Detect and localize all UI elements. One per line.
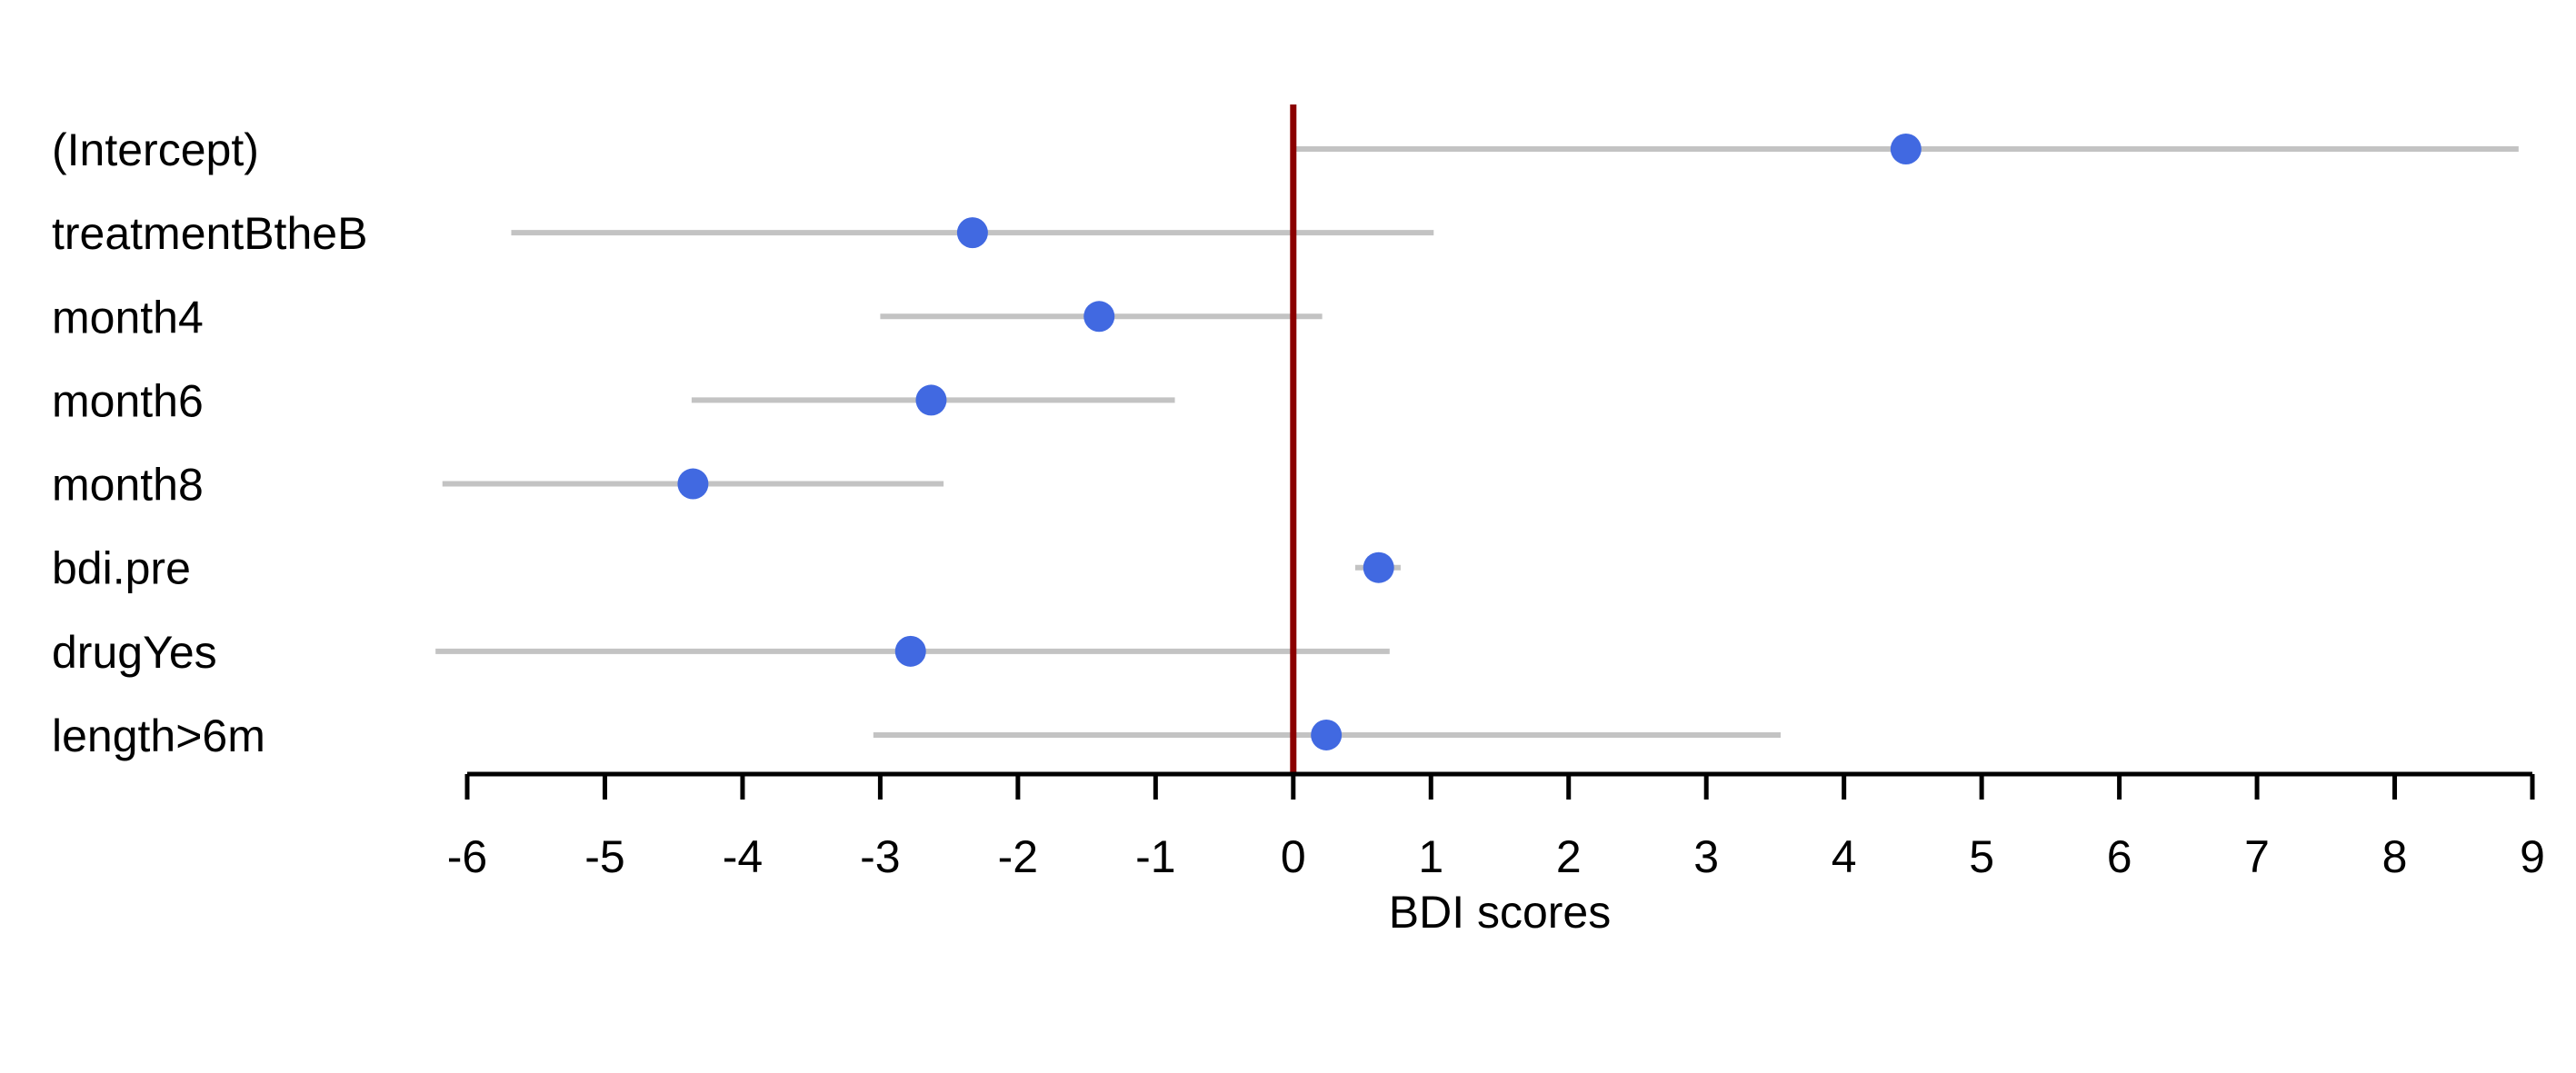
x-axis-layer: -6 -5 -4 -3 -2 -1 0 1 2 3 4 5 6 7 8 9 <box>447 771 2545 882</box>
x-tick-label: 3 <box>1693 831 1719 882</box>
estimate-point <box>1363 551 1394 583</box>
row-label: treatmentBtheB <box>52 208 367 259</box>
row-label: bdi.pre <box>52 543 191 594</box>
row-label: drugYes <box>52 627 217 678</box>
x-axis-title: BDI scores <box>1389 887 1612 938</box>
estimate-point <box>956 217 988 249</box>
estimate-point <box>1083 301 1115 333</box>
x-tick-label: -3 <box>860 831 900 882</box>
x-tick-label: 6 <box>2107 831 2132 882</box>
estimate-point <box>1890 134 1922 164</box>
x-tick-label: 0 <box>1281 831 1306 882</box>
estimate-point <box>677 468 709 500</box>
row-labels-layer: (Intercept) treatmentBtheB month4 month6 mon… <box>52 124 367 761</box>
x-tick-label: 4 <box>1832 831 1857 882</box>
ci-lines-layer <box>435 146 2519 738</box>
row-label: month4 <box>52 292 204 343</box>
x-tick-label: 8 <box>2382 831 2408 882</box>
x-tick-label: 5 <box>1969 831 1994 882</box>
x-tick-label: -1 <box>1135 831 1175 882</box>
estimate-point <box>1311 719 1343 750</box>
x-tick-label: 2 <box>1556 831 1582 882</box>
x-tick-label: 9 <box>2520 831 2545 882</box>
x-tick-label: 7 <box>2244 831 2270 882</box>
x-tick-label: -4 <box>723 831 763 882</box>
x-tick-label: 1 <box>1418 831 1443 882</box>
x-tick-label: -6 <box>447 831 487 882</box>
row-label: month8 <box>52 460 204 511</box>
estimate-point <box>915 384 947 416</box>
row-label: month6 <box>52 375 204 426</box>
points-layer <box>677 134 1922 750</box>
estimate-point <box>894 635 926 667</box>
row-label: length>6m <box>52 710 265 761</box>
x-tick-label: -2 <box>998 831 1038 882</box>
x-tick-label: -5 <box>584 831 624 882</box>
row-label: (Intercept) <box>52 124 259 175</box>
